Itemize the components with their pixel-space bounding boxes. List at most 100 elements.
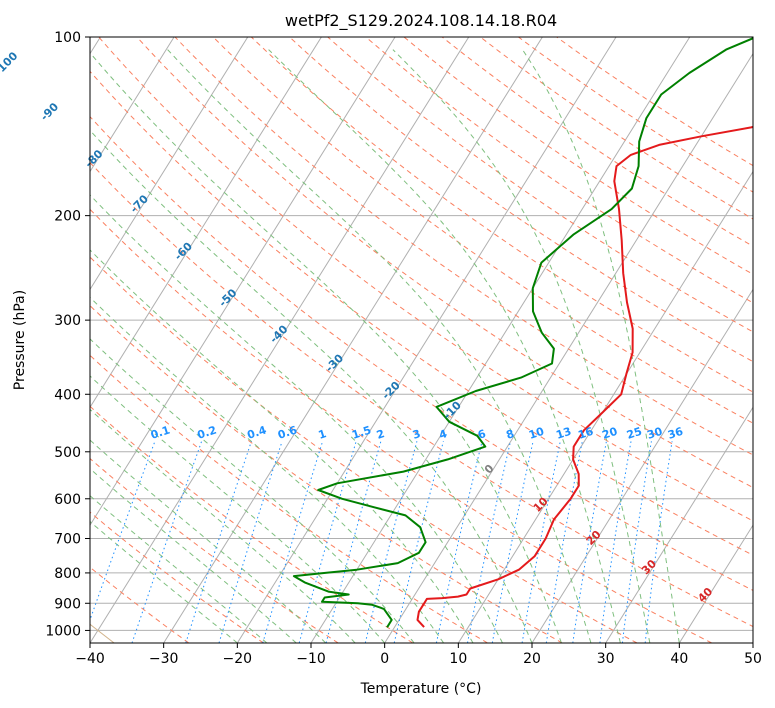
x-axis-ticks: −40 −30 −20 −10 0 10 20 30 40 50: [75, 643, 762, 667]
y-tick-label: 300: [54, 313, 81, 329]
x-tick-label: 40: [670, 651, 688, 667]
y-tick-label: 1000: [45, 623, 81, 639]
y-tick-label: 100: [54, 30, 81, 46]
isotherm-line: [531, 288, 753, 643]
y-tick-label: 600: [54, 492, 81, 508]
mixing-ratio-label: 1.5: [350, 423, 373, 441]
x-tick-label: −30: [149, 651, 179, 667]
moist-adiabat: [90, 375, 386, 643]
isotherm-label: 40: [695, 585, 715, 605]
mixing-ratio-label: 30: [645, 425, 664, 442]
mixing-ratio-label: 20: [600, 425, 619, 442]
isotherm-line: [90, 37, 470, 643]
dry-adiabat: [90, 304, 563, 643]
mixing-ratio-label: 16: [576, 425, 595, 442]
isotherm-label: -60: [172, 240, 195, 263]
mixing-ratio-label: 0.2: [196, 423, 219, 441]
isotherm-line: [236, 37, 617, 643]
isotherm-line: [163, 37, 543, 643]
isotherm-label: 20: [584, 528, 604, 548]
dry-adiabat: [327, 37, 753, 333]
mixing-ratio-label: 8: [505, 427, 516, 442]
moist-adiabat: [90, 468, 297, 643]
mixing-ratio-label: 2: [375, 427, 386, 442]
mixing-ratio-label: 4: [437, 427, 449, 442]
x-tick-label: −10: [296, 651, 326, 667]
dry-adiabat: [174, 37, 753, 456]
mixing-ratio-line: [644, 441, 673, 643]
mixing-ratio-line: [599, 441, 632, 643]
moist-adiabat: [90, 52, 562, 643]
y-tick-label: 900: [54, 596, 81, 612]
y-tick-label: 400: [54, 387, 81, 403]
mixing-ratio-label: 13: [554, 425, 573, 442]
isotherm-label: -40: [267, 322, 290, 345]
moist-adiabat: [90, 194, 503, 643]
plot-frame: [89, 36, 754, 644]
mixing-ratio-line: [218, 441, 283, 643]
moist-adiabat: [90, 408, 356, 643]
y-tick-label: 500: [54, 445, 81, 461]
isotherm-line: [752, 642, 753, 643]
dry-adiabat: [441, 37, 753, 247]
dry-adiabat: [136, 37, 753, 489]
dry-adiabat: [90, 161, 753, 628]
dry-adiabat: [90, 457, 339, 643]
chart-title: wetPf2_S129.2024.108.14.18.R04: [285, 11, 557, 31]
y-tick-label: 700: [54, 532, 81, 548]
x-tick-label: 20: [523, 651, 541, 667]
x-tick-label: −20: [223, 651, 253, 667]
x-tick-label: 30: [597, 651, 615, 667]
moist-adiabat: [90, 495, 268, 643]
moist-adiabat: [167, 49, 592, 643]
mixing-ratio-line: [325, 441, 382, 643]
mixing-ratio-line: [435, 441, 483, 643]
isotherm-label: 10: [531, 494, 551, 514]
mixing-ratio-line: [185, 441, 252, 643]
isotherm-label: -10: [441, 399, 464, 422]
isotherm-line: [90, 37, 396, 527]
mixing-ratio-label: 25: [625, 425, 644, 442]
mixing-ratio-label: 0.6: [276, 423, 299, 441]
mixing-ratio-label: 36: [666, 425, 685, 442]
isotherm-line: [457, 170, 753, 643]
isotherm-line: [90, 37, 249, 291]
moist-adiabat: [90, 249, 474, 643]
temperature-profile-line: [416, 125, 753, 628]
isotherm-label: -70: [128, 192, 151, 215]
mixing-ratio-line: [393, 441, 444, 643]
isotherm-label: -20: [379, 379, 402, 402]
y-axis-ticks: 100 200 300 400 500 600 700 800 900 1000: [45, 30, 90, 639]
isotherm-label: 30: [639, 557, 659, 577]
x-tick-label: −40: [75, 651, 105, 667]
dry-adiabat: [90, 566, 190, 643]
mixing-ratio-label: 6: [476, 427, 488, 442]
isotherm-label: 0: [482, 462, 497, 477]
x-tick-label: 50: [744, 651, 762, 667]
moist-adiabat: [90, 296, 445, 643]
dewpoint-profile-line: [292, 37, 753, 628]
dry-adiabat: [403, 37, 753, 275]
isotherm-label: -50: [216, 286, 239, 309]
mixing-ratio-line: [90, 441, 156, 622]
moist-adiabat: [90, 129, 533, 643]
isotherm-line: [90, 37, 322, 409]
dry-adiabat: [289, 37, 753, 363]
isotherm-label: -80: [82, 147, 105, 170]
isotherm-line: [90, 37, 175, 173]
moist-adiabat: [392, 49, 651, 643]
moist-adiabat: [522, 49, 680, 643]
isotherm-line: [384, 52, 753, 643]
mixing-ratio-line: [364, 441, 418, 643]
mixing-ratio-label: 3: [411, 427, 422, 442]
dry-adiabat: [98, 37, 753, 522]
mixing-ratio-line: [298, 441, 357, 643]
background-lines: [90, 37, 753, 643]
dry-adiabat: [90, 256, 638, 643]
data-series: [292, 37, 753, 628]
mixing-ratio-label: 0.4: [245, 423, 268, 441]
isotherm-label: -100: [0, 49, 21, 78]
moist-adiabat: [268, 49, 621, 643]
y-tick-label: 800: [54, 566, 81, 582]
